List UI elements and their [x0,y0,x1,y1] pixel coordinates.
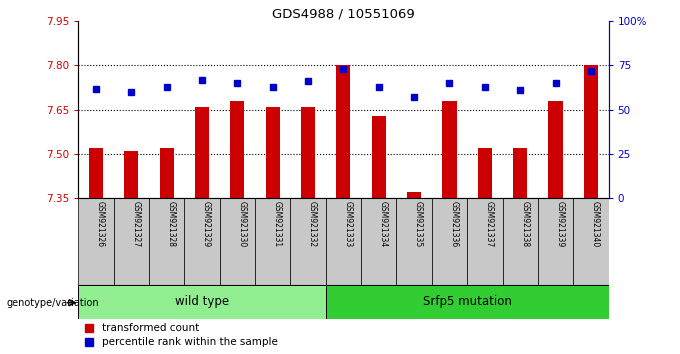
Text: GSM921337: GSM921337 [485,201,494,247]
Bar [89,148,103,198]
Text: Srfp5 mutation: Srfp5 mutation [423,295,511,308]
Bar [78,198,114,285]
Bar [573,198,609,285]
Bar [255,198,290,285]
Bar [195,107,209,198]
Bar [503,198,538,285]
Text: GSM921329: GSM921329 [202,201,211,247]
Bar [326,198,361,285]
Bar [513,148,527,198]
Text: percentile rank within the sample: percentile rank within the sample [102,337,278,348]
Bar [124,151,138,198]
Bar [231,101,244,198]
Text: GSM921334: GSM921334 [379,201,388,247]
Bar [220,198,255,285]
Bar [432,198,467,285]
Bar [372,116,386,198]
Text: GSM921331: GSM921331 [273,201,282,247]
Text: GSM921335: GSM921335 [414,201,423,247]
Bar [78,285,326,319]
Bar [467,198,503,285]
Bar [407,192,421,198]
Bar [538,198,573,285]
Bar [443,101,456,198]
Text: wild type: wild type [175,295,229,308]
Bar [184,198,220,285]
Bar [361,198,396,285]
Bar [266,107,279,198]
Title: GDS4988 / 10551069: GDS4988 / 10551069 [272,7,415,20]
Text: GSM921338: GSM921338 [520,201,529,247]
Text: GSM921327: GSM921327 [131,201,140,247]
Text: GSM921326: GSM921326 [96,201,105,247]
Bar [549,101,562,198]
Text: GSM921328: GSM921328 [167,201,175,247]
Bar [584,65,598,198]
Bar [160,148,173,198]
Bar [301,107,315,198]
Text: GSM921330: GSM921330 [237,201,246,247]
Bar [290,198,326,285]
Bar [114,198,149,285]
Bar [396,198,432,285]
Text: GSM921336: GSM921336 [449,201,458,247]
Bar [149,198,184,285]
Bar [326,285,609,319]
Text: genotype/variation: genotype/variation [7,298,99,308]
Text: GSM921340: GSM921340 [591,201,600,247]
Text: transformed count: transformed count [102,322,199,332]
Text: GSM921332: GSM921332 [308,201,317,247]
Bar [337,65,350,198]
Text: GSM921339: GSM921339 [556,201,564,247]
Text: GSM921333: GSM921333 [343,201,352,247]
Bar [478,148,492,198]
